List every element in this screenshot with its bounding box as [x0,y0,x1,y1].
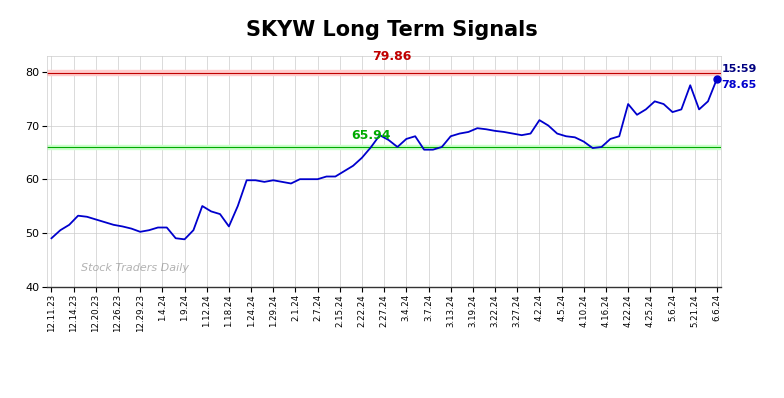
Text: 78.65: 78.65 [721,80,757,90]
Text: 15:59: 15:59 [721,64,757,74]
Text: 79.86: 79.86 [372,50,412,63]
Point [710,76,723,82]
Text: 65.94: 65.94 [351,129,390,142]
Bar [47,70,721,75]
Bar [47,145,721,150]
Text: Stock Traders Daily: Stock Traders Daily [81,263,189,273]
Text: SKYW Long Term Signals: SKYW Long Term Signals [246,20,538,40]
